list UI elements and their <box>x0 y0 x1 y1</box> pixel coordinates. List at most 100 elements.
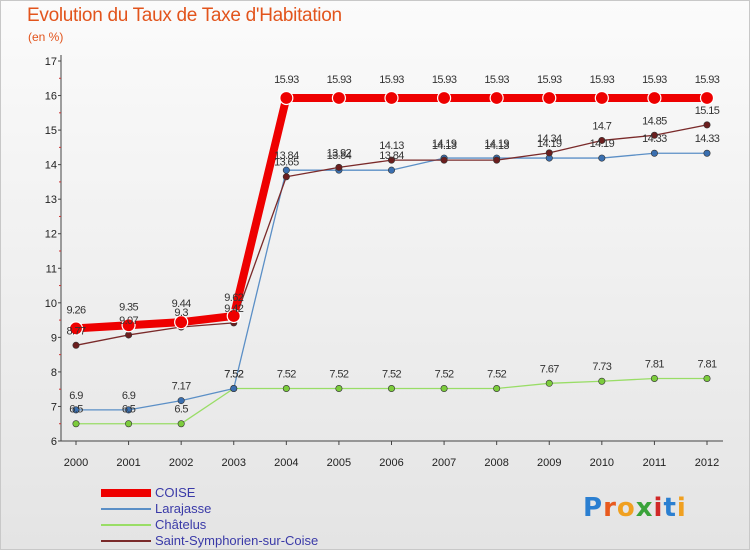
data-point <box>436 90 452 106</box>
data-label: 6.5 <box>174 404 188 416</box>
y-tick-label: 9 <box>51 332 57 344</box>
data-label: 9.44 <box>172 298 191 310</box>
data-label: 14.13 <box>379 140 404 152</box>
chart-subtitle: (en %) <box>28 30 64 44</box>
y-tick-label: 10 <box>45 298 57 310</box>
data-label: 7.52 <box>277 368 296 380</box>
legend-label: COISE <box>155 485 196 500</box>
data-point <box>387 166 395 174</box>
series-line-0 <box>75 93 707 333</box>
data-point <box>125 406 133 414</box>
data-label: 14.33 <box>695 133 720 145</box>
data-label: 6.9 <box>122 390 136 402</box>
x-tick-label: 2010 <box>590 457 614 469</box>
data-label: 7.81 <box>645 358 664 370</box>
data-point <box>174 315 189 330</box>
data-point <box>647 90 662 106</box>
data-point <box>335 163 343 171</box>
data-label: 14.19 <box>484 138 509 150</box>
data-label: 15.93 <box>432 74 457 86</box>
data-label: 13.84 <box>379 150 404 162</box>
data-point <box>331 90 347 106</box>
data-point <box>125 420 133 428</box>
data-label: 13.65 <box>274 157 299 169</box>
legend-swatch <box>101 524 151 526</box>
legend-swatch <box>101 540 151 542</box>
y-tick-label: 14 <box>45 160 57 172</box>
data-point <box>387 384 395 392</box>
data-point <box>703 374 711 382</box>
legend-label: Châtelus <box>155 517 207 532</box>
y-tick-label: 12 <box>45 229 57 241</box>
data-label: 7.17 <box>172 381 191 393</box>
data-label: 7.73 <box>592 361 611 373</box>
data-label: 7.52 <box>224 368 243 380</box>
data-label: 15.93 <box>537 74 562 86</box>
data-label: 14.85 <box>642 115 667 127</box>
x-tick-label: 2001 <box>116 457 140 469</box>
data-label: 9.3 <box>174 307 188 319</box>
legend-swatch <box>101 508 151 510</box>
data-label: 8.77 <box>66 325 85 337</box>
data-point <box>72 406 80 414</box>
data-point <box>387 156 395 164</box>
data-label: 7.52 <box>487 368 506 380</box>
y-tick-label: 6 <box>51 436 57 448</box>
data-label: 15.93 <box>484 74 509 86</box>
data-label: 14.34 <box>537 133 562 145</box>
data-point <box>493 156 501 164</box>
data-label: 7.52 <box>224 368 243 380</box>
data-point <box>177 420 185 428</box>
data-label: 14.33 <box>642 133 667 145</box>
data-point <box>703 121 711 129</box>
data-point <box>598 377 606 385</box>
data-point <box>542 90 557 106</box>
chart-title: Evolution du Taux de Taxe d'Habitation <box>27 5 342 26</box>
data-label: 9.35 <box>119 301 138 313</box>
data-label: 15.15 <box>695 105 720 117</box>
data-point <box>650 149 658 157</box>
y-tick-label: 8 <box>51 367 57 379</box>
data-point <box>226 308 241 324</box>
x-tick-label: 2003 <box>222 457 246 469</box>
data-label: 9.07 <box>119 315 138 327</box>
data-label: 7.52 <box>435 368 454 380</box>
data-label: 9.42 <box>224 303 243 315</box>
y-tick-label: 11 <box>46 263 57 275</box>
data-point <box>650 374 658 382</box>
data-point <box>282 173 290 181</box>
data-label: 14.13 <box>484 140 509 152</box>
data-label: 7.52 <box>382 368 401 380</box>
data-point <box>384 90 399 106</box>
data-point <box>72 341 80 349</box>
data-label: 14.7 <box>592 120 611 132</box>
data-point <box>545 149 553 157</box>
x-tick-label: 2000 <box>64 457 88 469</box>
data-point <box>230 384 238 392</box>
data-point <box>68 321 84 336</box>
y-tick-label: 7 <box>51 401 57 413</box>
x-tick-label: 2012 <box>695 457 719 469</box>
data-label: 15.93 <box>327 74 352 86</box>
data-label: 13.84 <box>274 150 299 162</box>
data-point <box>703 149 711 157</box>
data-point <box>125 331 133 339</box>
data-label: 9.26 <box>66 304 85 316</box>
data-point <box>121 318 136 333</box>
data-label: 14.19 <box>432 138 457 150</box>
proxiti-logo: Proxiti <box>583 493 687 523</box>
data-point <box>440 156 448 164</box>
x-tick-label: 2008 <box>484 457 508 469</box>
data-point <box>72 420 80 428</box>
data-label: 6.5 <box>69 404 83 416</box>
data-label: 7.81 <box>697 358 716 370</box>
data-label: 15.93 <box>379 74 404 86</box>
y-tick-label: 15 <box>45 125 57 137</box>
data-point <box>594 90 609 106</box>
x-tick-label: 2006 <box>379 457 403 469</box>
data-label: 7.52 <box>329 368 348 380</box>
legend-label: Saint-Symphorien-sur-Coise <box>155 533 319 548</box>
data-point <box>699 90 715 106</box>
